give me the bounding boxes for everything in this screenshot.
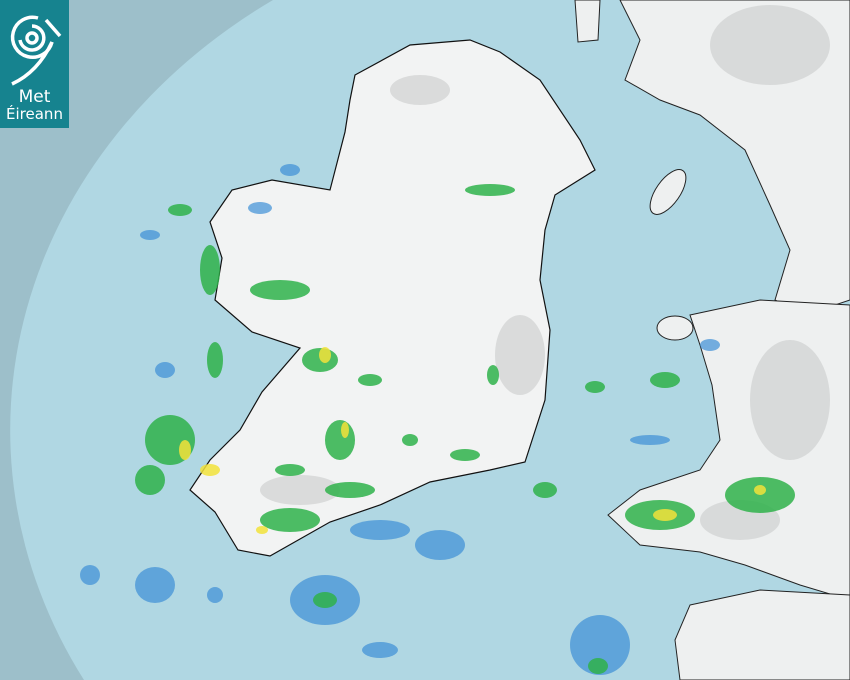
rain-light — [135, 567, 175, 603]
rain-moderate — [168, 204, 192, 216]
rain-moderate — [325, 482, 375, 498]
rain-light — [140, 230, 160, 240]
rain-moderate — [487, 365, 499, 385]
rain-moderate — [260, 508, 320, 532]
rain-moderate — [533, 482, 557, 498]
land-kintyre — [574, 0, 601, 43]
rain-light — [630, 435, 670, 445]
rain-moderate — [200, 245, 220, 295]
land-anglesey — [656, 315, 694, 341]
met-eireann-logo: Met Éireann — [0, 0, 69, 128]
rain-moderate — [402, 434, 418, 446]
rain-heavy — [256, 526, 268, 534]
rain-light — [350, 520, 410, 540]
rain-moderate — [275, 464, 305, 476]
rain-light — [248, 202, 272, 214]
rain-light — [80, 565, 100, 585]
rain-moderate — [650, 372, 680, 388]
land-southwest-england — [674, 589, 850, 680]
met-eireann-swirl-icon — [10, 15, 62, 86]
rain-heavy — [179, 440, 191, 460]
logo-text-eireann: Éireann — [6, 105, 63, 123]
rain-moderate — [135, 465, 165, 495]
rain-heavy — [754, 485, 766, 495]
rain-moderate — [450, 449, 480, 461]
terrain-shading — [260, 5, 830, 540]
land-isle-of-man — [649, 169, 687, 215]
terrain-highland — [710, 5, 830, 85]
rain-heavy — [200, 464, 220, 476]
rain-moderate — [465, 184, 515, 196]
rain-moderate — [250, 280, 310, 300]
rain-moderate — [325, 420, 355, 460]
rain-heavy — [653, 509, 677, 521]
logo-text-met: Met — [18, 87, 51, 107]
rain-moderate — [585, 381, 605, 393]
terrain-highland — [260, 475, 340, 505]
rain-moderate — [588, 658, 608, 674]
terrain-highland — [390, 75, 450, 105]
rain-moderate — [207, 342, 223, 378]
rain-light — [155, 362, 175, 378]
rain-echoes — [80, 164, 795, 675]
rain-light — [207, 587, 223, 603]
rain-light — [362, 642, 398, 658]
rain-moderate — [358, 374, 382, 386]
rain-moderate — [313, 592, 337, 608]
terrain-highland — [495, 315, 545, 395]
terrain-highland — [750, 340, 830, 460]
rain-heavy — [341, 422, 349, 438]
land-ireland — [189, 39, 596, 557]
rain-light — [280, 164, 300, 176]
rain-light — [415, 530, 465, 560]
rain-light — [570, 615, 630, 675]
rain-heavy — [319, 347, 331, 363]
rain-light — [700, 339, 720, 351]
